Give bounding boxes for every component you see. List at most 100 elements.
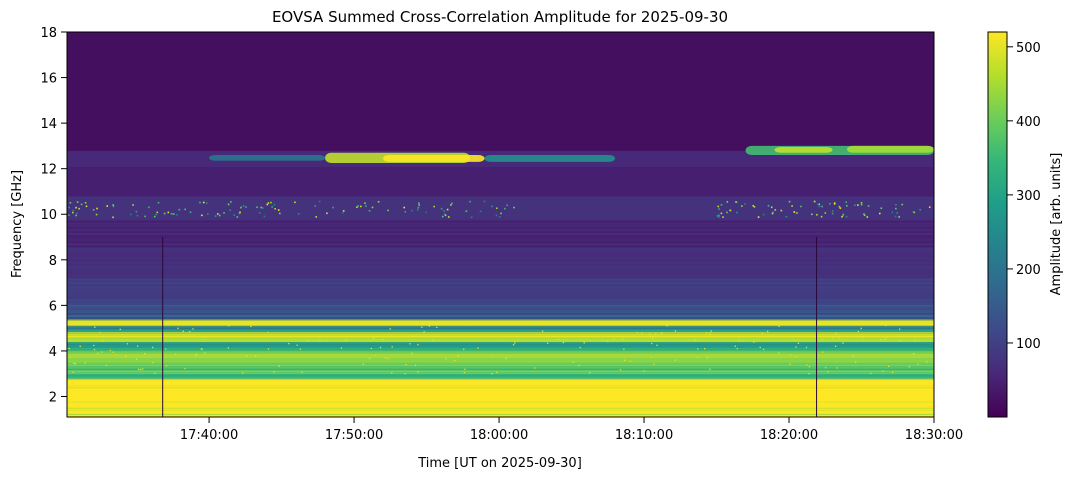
speckle [838, 337, 840, 339]
speckle [483, 200, 486, 203]
speckle [136, 214, 139, 217]
speckle [806, 364, 808, 366]
speckle [562, 341, 565, 344]
speckle [821, 338, 824, 340]
speckle [838, 205, 841, 208]
speckle [157, 201, 160, 204]
band-stripe [67, 286, 934, 288]
speckle [469, 200, 471, 203]
x-tick-label: 18:10:00 [615, 428, 673, 443]
speckle [492, 354, 494, 356]
band-stripe [67, 276, 934, 278]
speckle [790, 354, 792, 356]
speckle [613, 338, 615, 340]
speckle [451, 202, 453, 205]
speckle [607, 340, 609, 343]
speckle [357, 204, 360, 207]
band-stripe [67, 290, 934, 292]
y-axis-label: Frequency [GHz] [10, 170, 25, 278]
speckle [199, 201, 201, 204]
band-stripe [67, 403, 934, 405]
speckle [170, 212, 173, 215]
speckle [105, 364, 107, 366]
speckle [498, 216, 501, 218]
speckle [899, 328, 901, 330]
speckle [299, 348, 301, 350]
speckle [891, 211, 894, 214]
colorbar-tick-label: 200 [1016, 263, 1041, 278]
speckle [119, 328, 121, 331]
speckle [718, 208, 720, 210]
speckle [223, 212, 225, 214]
speckle [109, 349, 111, 352]
speckle [214, 215, 217, 217]
speckle [884, 338, 886, 340]
band-stripe [67, 255, 934, 258]
speckle [512, 343, 515, 346]
speckle [140, 368, 142, 371]
band-stripe [67, 219, 934, 221]
band-stripe [67, 331, 934, 333]
speckle [541, 330, 544, 332]
x-tick-label: 18:20:00 [760, 428, 818, 443]
speckle [866, 216, 869, 218]
speckle [446, 208, 449, 211]
speckle [239, 211, 241, 214]
emission-feature [383, 155, 485, 162]
speckle [884, 324, 887, 327]
speckle [189, 211, 192, 213]
speckle [465, 324, 467, 326]
speckle [332, 206, 334, 209]
speckle [294, 201, 296, 204]
speckle [67, 347, 69, 349]
speckle [718, 214, 720, 217]
speckle [895, 207, 897, 210]
band-stripe [67, 413, 934, 416]
speckle [651, 342, 653, 345]
speckle [863, 214, 866, 217]
speckle [659, 336, 661, 338]
band-stripe [67, 342, 934, 344]
speckle [340, 347, 343, 349]
speckle [165, 348, 167, 350]
speckle [182, 330, 184, 332]
speckle [708, 332, 711, 335]
speckle [175, 214, 178, 216]
speckle [643, 370, 645, 372]
speckle [457, 355, 459, 357]
speckle [694, 339, 697, 341]
y-tick-label: 6 [49, 299, 57, 314]
colorbar-tick-label: 300 [1016, 189, 1041, 204]
speckle [846, 204, 848, 207]
speckle [345, 339, 347, 341]
speckle [795, 356, 798, 358]
speckle [726, 211, 728, 214]
band-stripe [67, 305, 934, 307]
speckle [730, 209, 732, 212]
speckle [495, 214, 498, 217]
band-stripe [67, 321, 934, 323]
band-stripe [67, 253, 934, 256]
speckle [425, 211, 428, 214]
speckle [95, 213, 98, 216]
speckle [496, 371, 498, 374]
speckle [417, 371, 419, 373]
speckle [391, 346, 393, 348]
speckle [277, 209, 280, 211]
speckle [135, 358, 138, 360]
speckle [624, 359, 626, 361]
colorbar-label: Amplitude [arb. units] [1049, 153, 1064, 296]
speckle [72, 371, 74, 373]
band-stripe [67, 399, 934, 401]
band-stripe [67, 282, 934, 284]
speckle [384, 357, 387, 359]
speckle [506, 204, 508, 207]
band-stripe [67, 358, 934, 360]
speckle [245, 206, 247, 208]
speckle [583, 342, 585, 344]
speckle [824, 212, 827, 214]
speckle [379, 346, 382, 349]
speckle [79, 345, 81, 347]
band-stripe [67, 313, 934, 315]
speckle [405, 363, 407, 366]
